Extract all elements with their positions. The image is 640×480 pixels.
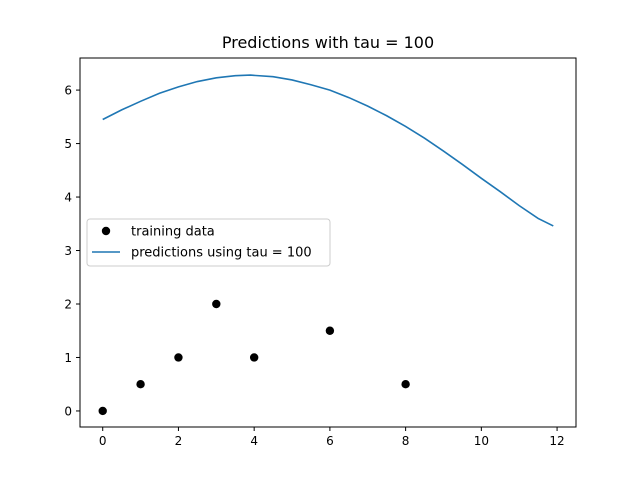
x-tick-label: 4 (250, 434, 258, 448)
y-tick-label: 5 (64, 137, 72, 151)
x-tick-label: 6 (326, 434, 334, 448)
y-tick-label: 4 (64, 191, 72, 205)
prediction-line (102, 74, 554, 227)
training-data-point (401, 380, 410, 389)
training-data-point (249, 353, 259, 362)
legend-label: predictions using tau = 100 (131, 246, 312, 261)
training-data-point (325, 326, 335, 335)
y-tick-label: 6 (64, 84, 72, 98)
legend-label: training data (131, 225, 215, 240)
legend: training data predictions using tau = 100 (86, 218, 331, 267)
y-tick-label: 2 (64, 298, 72, 312)
training-data-point (136, 380, 145, 389)
y-axis: 0 1 2 3 4 5 6 (64, 84, 80, 418)
training-data-point (98, 406, 107, 416)
chart-title: Predictions with tau = 100 (222, 33, 434, 52)
training-data-point (212, 299, 221, 309)
y-tick-label: 0 (64, 404, 72, 418)
x-axis: 0 2 4 6 8 10 12 (99, 427, 565, 448)
training-data-point (174, 353, 183, 362)
x-tick-label: 2 (175, 434, 183, 448)
axes-frame (79, 57, 577, 428)
legend-box (86, 218, 331, 267)
x-tick-label: 0 (99, 434, 107, 448)
y-tick-label: 3 (64, 244, 72, 258)
y-tick-label: 1 (64, 351, 72, 365)
x-tick-label: 8 (402, 434, 410, 448)
x-tick-label: 10 (474, 434, 489, 448)
x-tick-label: 12 (549, 434, 564, 448)
legend-marker-swatch (101, 226, 111, 236)
plot-area (98, 74, 554, 416)
